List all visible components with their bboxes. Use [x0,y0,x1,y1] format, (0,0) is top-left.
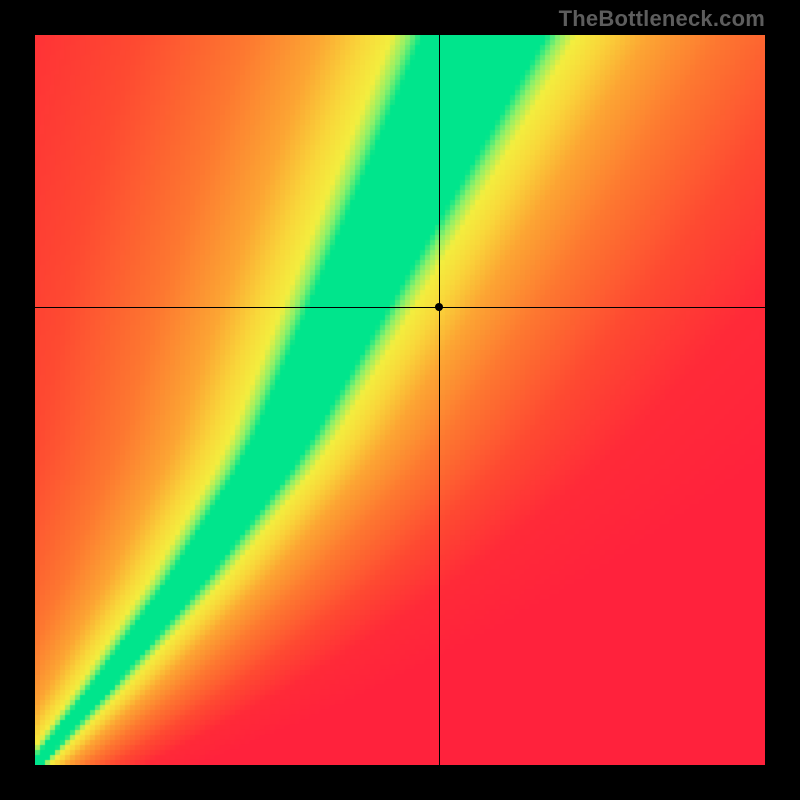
watermark-text: TheBottleneck.com [559,6,765,32]
heatmap-canvas [35,35,765,765]
chart-frame: TheBottleneck.com [0,0,800,800]
crosshair-dot [435,303,443,311]
crosshair-horizontal [35,307,765,308]
heatmap-plot [35,35,765,765]
crosshair-vertical [439,35,440,765]
